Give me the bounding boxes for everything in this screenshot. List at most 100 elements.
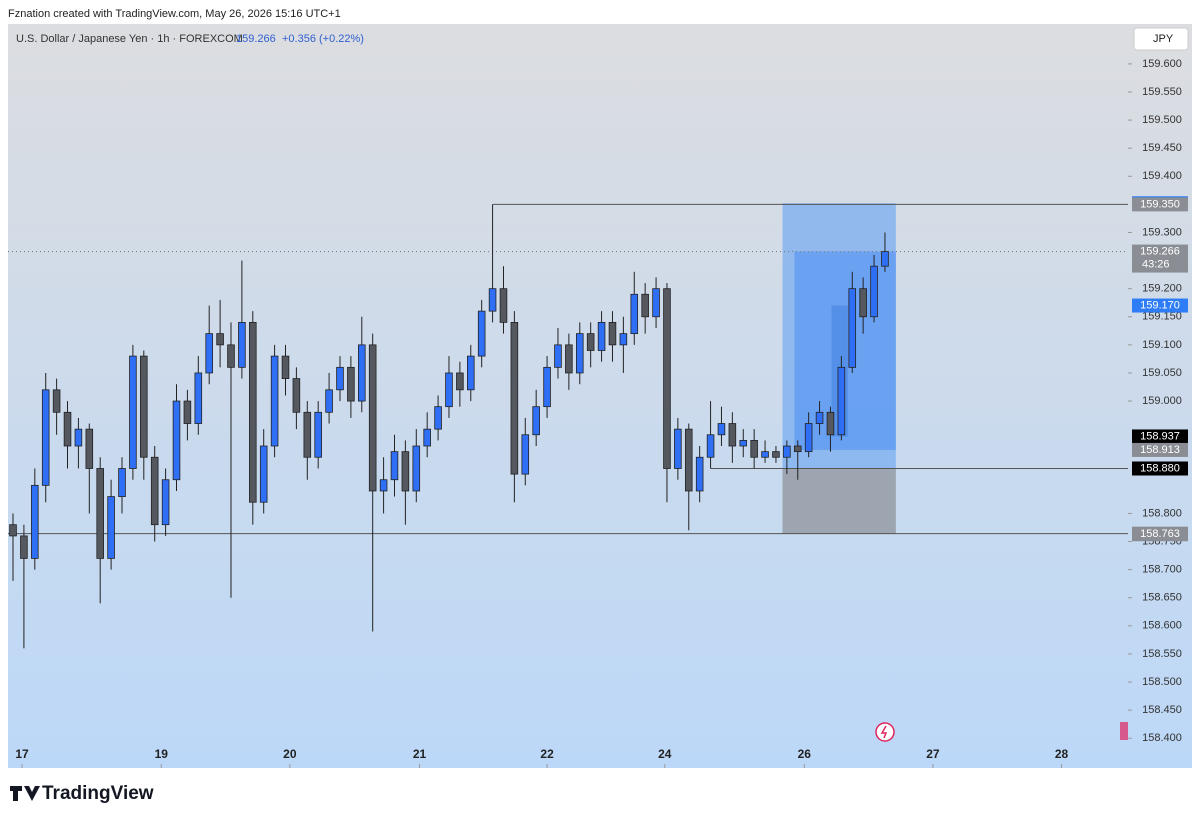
price-label: 159.350	[1140, 198, 1180, 210]
candle-body	[31, 484, 39, 559]
currency-button[interactable]	[1133, 27, 1189, 51]
candle-body	[750, 439, 758, 458]
candle-body	[423, 428, 431, 447]
candle-body	[41, 389, 50, 486]
x-tick-label: 19	[155, 747, 169, 761]
candle-body	[205, 333, 213, 374]
candle-body	[249, 321, 257, 503]
candle-body	[140, 355, 148, 458]
candle-body	[194, 372, 203, 424]
candle-body	[292, 378, 301, 413]
y-tick-label: 158.450	[1142, 704, 1182, 716]
candle-body	[85, 428, 94, 469]
y-tick-label: 159.500	[1142, 114, 1182, 126]
currency[interactable]: JPY	[1153, 33, 1174, 45]
x-tick-label: 27	[926, 747, 940, 761]
candle-body	[488, 288, 497, 312]
candle-body	[270, 355, 279, 447]
price-label: 159.170	[1140, 299, 1180, 311]
candle-body	[554, 344, 562, 368]
candle-body	[150, 456, 159, 526]
candle-body	[238, 321, 246, 368]
x-tick-label: 26	[798, 747, 812, 761]
y-tick-label: 159.050	[1142, 367, 1182, 379]
candle-body	[347, 366, 355, 402]
candle-body	[259, 445, 268, 503]
candle-body	[608, 321, 617, 346]
y-tick-label: 159.100	[1142, 339, 1182, 351]
candle-body	[52, 389, 61, 413]
candle-body	[663, 288, 671, 469]
candle-body	[641, 293, 649, 318]
candle-body	[336, 366, 344, 391]
candle-body	[630, 293, 639, 335]
candle-body	[227, 344, 235, 368]
countdown: 43:26	[1142, 258, 1170, 270]
candle-body	[434, 406, 442, 430]
symbol-title: U.S. Dollar / Japanese Yen · 1h · FOREXC…	[16, 33, 243, 45]
candle-body	[532, 406, 540, 436]
price-label: 159.266	[1140, 245, 1180, 257]
candle-body	[499, 288, 508, 323]
chart-background	[8, 24, 1192, 768]
y-tick-label: 159.200	[1142, 283, 1182, 295]
x-tick-label: 28	[1055, 747, 1069, 761]
candle-body	[358, 344, 366, 402]
candle-body	[848, 288, 857, 368]
x-tick-label: 20	[283, 747, 297, 761]
candle-body	[107, 496, 115, 559]
y-tick-label: 158.650	[1142, 592, 1182, 604]
candle-body	[456, 372, 464, 391]
y-tick-label: 159.150	[1142, 311, 1182, 323]
candle-body	[445, 372, 453, 408]
price-label-box	[1132, 442, 1188, 457]
candle-body	[96, 468, 104, 559]
candle-body	[761, 451, 769, 458]
candle-body	[870, 265, 878, 318]
candle-body	[303, 411, 312, 458]
candle-body	[477, 310, 486, 357]
event-icon-glyph	[880, 725, 888, 739]
y-tick-label: 158.700	[1142, 564, 1182, 576]
candle-body	[543, 366, 551, 408]
candle-body	[793, 445, 802, 453]
candle-body	[325, 389, 333, 413]
candle-body	[510, 321, 519, 475]
candle-body	[20, 535, 28, 559]
candle-body	[652, 288, 660, 318]
price-label-box	[1132, 197, 1188, 212]
candle-body	[804, 423, 813, 453]
candle-body	[183, 400, 192, 424]
candle-body	[379, 479, 388, 492]
candle-body	[575, 333, 584, 374]
price-label-box	[1132, 244, 1188, 273]
candle-body	[695, 456, 704, 492]
price-label-box	[1132, 527, 1188, 542]
price-label-box	[1132, 461, 1188, 476]
logo	[10, 786, 40, 801]
price-change: +0.356 (+0.22%)	[282, 33, 364, 45]
y-tick-label: 158.800	[1142, 507, 1182, 519]
candle-body	[837, 366, 846, 436]
candle-body	[161, 479, 170, 526]
candle-body	[368, 344, 377, 492]
candle-body	[619, 333, 628, 346]
y-tick-label: 159.450	[1142, 142, 1182, 154]
candle-body	[565, 344, 573, 374]
candle-body	[172, 400, 181, 481]
candle-body	[597, 321, 606, 351]
candle-body	[390, 451, 399, 481]
candle-body	[728, 423, 737, 447]
y-tick-label: 158.400	[1142, 732, 1182, 744]
candle-body	[717, 423, 726, 436]
candle-body	[216, 333, 224, 346]
event-icon[interactable]	[875, 722, 895, 742]
candle-body	[783, 445, 791, 458]
projection-zone	[794, 251, 896, 450]
candle-body	[881, 251, 889, 267]
price-label-box	[1132, 298, 1188, 313]
candle-body	[74, 428, 83, 447]
x-tick-label: 22	[540, 747, 554, 761]
